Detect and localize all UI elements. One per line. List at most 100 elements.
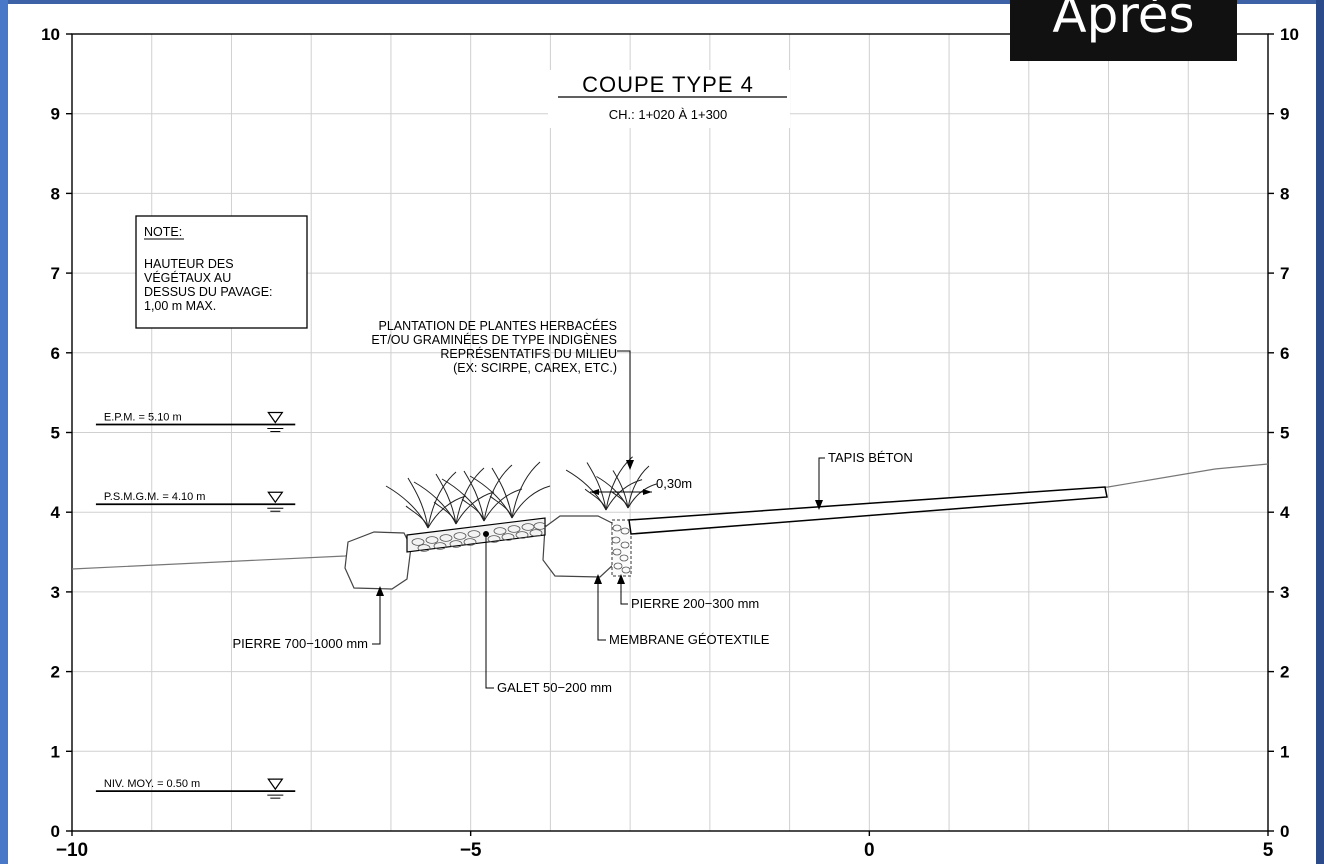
cobble xyxy=(515,531,529,539)
note-line: VÉGÉTAUX AU xyxy=(144,270,231,285)
pierre-large-leader xyxy=(372,590,381,645)
note-line: HAUTEUR DES xyxy=(144,257,234,271)
cobble xyxy=(439,534,453,542)
frame-top xyxy=(0,0,1324,4)
plant-icon xyxy=(413,467,495,525)
after-badge: Après xyxy=(1010,0,1237,61)
y-tick-labels-left: 0 1 2 3 4 5 6 7 8 9 10 xyxy=(41,25,60,841)
plant-blade xyxy=(407,477,429,529)
water-level-symbol-icon xyxy=(267,778,284,791)
y-tick-label: 5 xyxy=(51,424,60,443)
plant-blade xyxy=(511,485,551,519)
small-stone xyxy=(619,554,629,562)
small-stone xyxy=(620,527,630,535)
plant-blade xyxy=(489,495,513,519)
plantation-label-line: PLANTATION DE PLANTES HERBACÉES xyxy=(379,318,617,333)
plant-icon xyxy=(441,464,523,522)
cobble xyxy=(529,529,543,537)
plant-icon xyxy=(385,471,467,529)
galet-dot xyxy=(483,531,489,537)
water-level-label: E.P.M. = 5.10 m xyxy=(104,412,182,424)
plant-blade xyxy=(627,465,650,509)
stone-700-1000 xyxy=(344,531,412,590)
tapis-arrow xyxy=(815,500,823,510)
plantation-label-line: ET/OU GRAMINÉES DE TYPE INDIGÈNES xyxy=(371,332,617,347)
pierre-large-arrow xyxy=(376,586,384,596)
y-tick-label: 2 xyxy=(51,663,60,682)
cobble xyxy=(463,538,477,546)
cobble xyxy=(501,533,515,541)
cobble xyxy=(507,525,521,533)
frame-left xyxy=(0,0,8,864)
drawing-subtitle: CH.: 1+020 À 1+300 xyxy=(609,107,728,122)
cobble xyxy=(453,532,467,540)
y-tick-label: 6 xyxy=(1280,344,1289,363)
concrete-slab xyxy=(628,486,1108,535)
frame-right xyxy=(1316,0,1324,864)
plant-blade xyxy=(511,461,541,519)
y-tick-label: 0 xyxy=(51,822,60,841)
y-tick-label: 8 xyxy=(1280,184,1289,203)
galet-leader xyxy=(485,534,494,689)
plant-blade xyxy=(433,501,457,525)
note-line: DESSUS DU PAVAGE: xyxy=(144,285,273,299)
y-tick-label: 4 xyxy=(51,503,61,522)
plantings xyxy=(385,456,657,529)
title-mask xyxy=(548,70,790,128)
y-tick-label: 8 xyxy=(51,184,60,203)
plantation-label-line: REPRÉSENTATIFS DU MILIEU xyxy=(440,346,617,361)
galet-layer xyxy=(406,517,546,553)
y-tick-label: 3 xyxy=(51,583,60,602)
small-stone xyxy=(613,562,623,570)
plant-blade xyxy=(405,505,429,529)
pierre-small-arrow xyxy=(617,574,625,584)
y-tick-label: 9 xyxy=(51,105,60,124)
plantation-label-line: (EX: SCIRPE, CAREX, ETC.) xyxy=(453,361,617,375)
cobble xyxy=(425,536,439,544)
y-tick-label: 10 xyxy=(41,25,60,44)
y-tick-label: 0 xyxy=(1280,822,1289,841)
cobble xyxy=(467,530,481,538)
x-tick-label: 5 xyxy=(1263,840,1274,861)
pierre-large-label: PIERRE 700−1000 mm xyxy=(233,636,368,651)
note-box: NOTE: HAUTEUR DES VÉGÉTAUX AU DESSUS DU … xyxy=(135,215,308,329)
plant-blade xyxy=(612,470,629,509)
galet-cobbles xyxy=(411,522,547,552)
y-tick-label: 10 xyxy=(1280,25,1299,44)
cobble xyxy=(449,540,463,548)
plant-blade xyxy=(605,479,643,511)
plantation-leader xyxy=(617,350,631,468)
tapis-label: TAPIS BÉTON xyxy=(828,450,913,465)
plant-blade xyxy=(455,491,495,525)
cobble xyxy=(417,544,431,552)
plant-blade xyxy=(435,473,457,525)
note-heading: NOTE: xyxy=(144,225,182,239)
plant-blade xyxy=(427,495,467,529)
y-tick-labels-right: 0 1 2 3 4 5 6 7 8 9 10 xyxy=(1280,25,1299,841)
x-tick-label: −5 xyxy=(460,840,482,861)
water-level-label: P.S.M.G.M. = 4.10 m xyxy=(104,491,206,503)
x-tick-labels: −10 −5 0 5 xyxy=(56,840,1274,861)
y-tick-label: 1 xyxy=(51,742,60,761)
y-tick-label: 1 xyxy=(1280,742,1289,761)
drawing-title: COUPE TYPE 4 xyxy=(582,72,754,97)
y-tick-label: 4 xyxy=(1280,503,1290,522)
small-stone xyxy=(611,536,621,544)
small-stone xyxy=(621,566,631,574)
plant-blade xyxy=(461,498,485,522)
cobble xyxy=(487,535,501,543)
x-tick-label: −10 xyxy=(56,840,88,861)
after-badge-label: Après xyxy=(1052,0,1195,44)
plant-blade xyxy=(611,491,629,509)
stone-700-1000-right xyxy=(542,515,615,578)
tapis-leader xyxy=(818,457,825,508)
water-level-symbol-icon xyxy=(267,411,284,424)
y-tick-label: 2 xyxy=(1280,663,1289,682)
plant-blade xyxy=(491,467,513,519)
membrane-arrow xyxy=(594,574,602,584)
cobble xyxy=(411,538,425,546)
plant-blade xyxy=(483,488,523,522)
plantation-arrow xyxy=(626,460,634,470)
plant-blade xyxy=(586,462,607,511)
